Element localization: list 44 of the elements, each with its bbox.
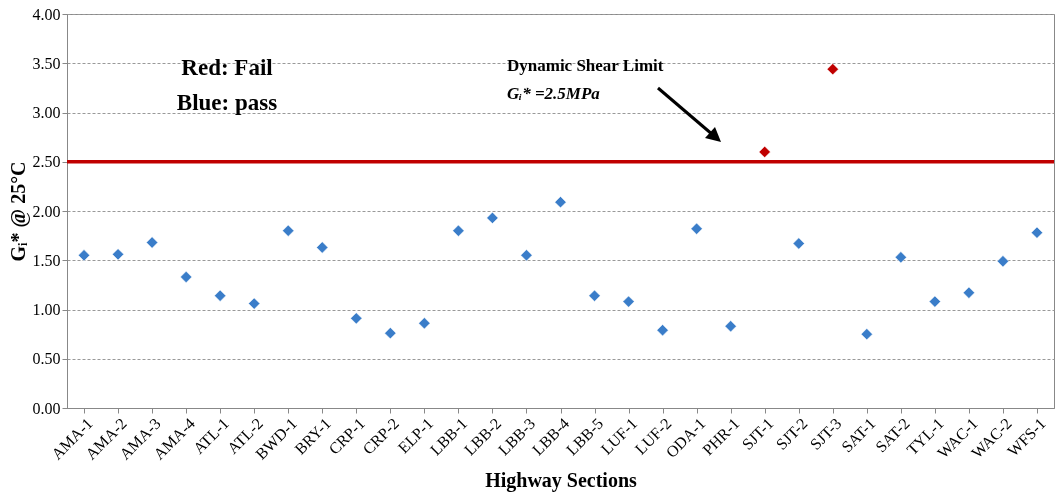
y-tick-label: 3.00 bbox=[32, 104, 61, 121]
point bbox=[486, 211, 499, 224]
y-axis-title: Gᵢ* @ 25°C bbox=[6, 161, 30, 262]
point bbox=[622, 295, 635, 308]
annotation: Blue: pass bbox=[176, 90, 278, 115]
y-tick-label: 1.00 bbox=[32, 301, 61, 318]
point bbox=[656, 324, 669, 337]
point bbox=[112, 248, 124, 261]
point bbox=[588, 289, 601, 302]
point bbox=[282, 224, 295, 237]
annotation: Gᵢ* =2.5MPa bbox=[507, 84, 601, 103]
point bbox=[928, 295, 941, 308]
point bbox=[894, 251, 907, 264]
point bbox=[1031, 226, 1043, 239]
point bbox=[758, 145, 771, 158]
point bbox=[78, 249, 90, 262]
point bbox=[418, 317, 431, 330]
point bbox=[146, 236, 159, 249]
x-axis-title: Highway Sections bbox=[485, 468, 638, 492]
y-tick-label: 2.50 bbox=[32, 153, 61, 171]
y-tick-label: 1.50 bbox=[32, 251, 61, 269]
point bbox=[826, 63, 839, 76]
point bbox=[384, 327, 397, 340]
y-tick-label: 0.50 bbox=[32, 350, 61, 368]
y-tick-label: 2.00 bbox=[32, 202, 61, 220]
point bbox=[554, 196, 567, 209]
point bbox=[316, 241, 329, 254]
point bbox=[690, 222, 703, 235]
point bbox=[180, 271, 193, 283]
point bbox=[962, 286, 975, 299]
point bbox=[452, 224, 465, 237]
y-tick-label: 4.00 bbox=[32, 5, 61, 23]
point bbox=[214, 289, 227, 302]
point bbox=[724, 320, 737, 333]
point bbox=[520, 249, 533, 262]
point bbox=[248, 297, 261, 310]
point bbox=[860, 328, 873, 341]
annotation: Red: Fail bbox=[181, 55, 273, 80]
point bbox=[350, 312, 363, 325]
y-tick-label: 0.00 bbox=[32, 399, 61, 417]
y-tick-label: 3.50 bbox=[32, 54, 61, 72]
point bbox=[997, 255, 1009, 268]
annotation: Dynamic Shear Limit bbox=[507, 56, 664, 75]
point bbox=[792, 237, 805, 250]
